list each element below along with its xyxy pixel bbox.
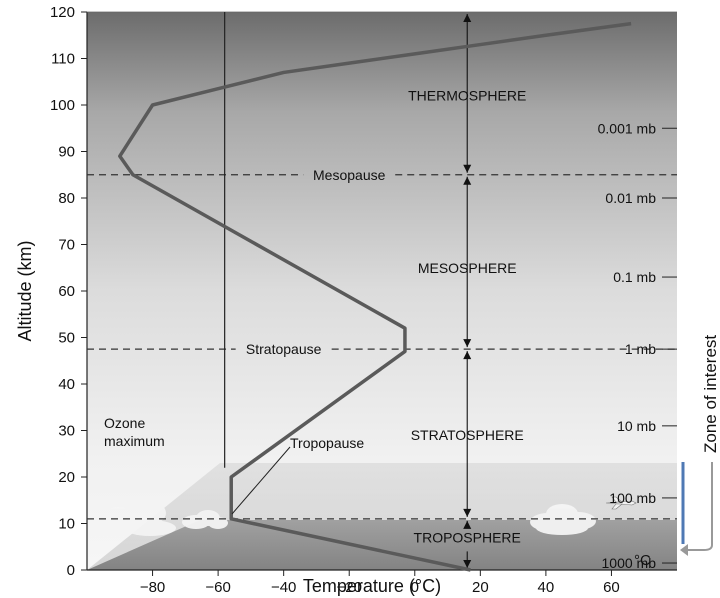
arrow-head: [463, 351, 472, 360]
boundary-label: Mesopause: [313, 167, 386, 183]
pressure-label: 1 mb: [625, 341, 656, 357]
layer-label: TROPOSPHERE: [414, 529, 521, 545]
airplane-icon: [605, 496, 637, 510]
tropopause-leader: [231, 446, 291, 515]
ozone-label-line1: Ozone: [104, 415, 145, 431]
temperature-profile-line: [118, 21, 632, 572]
y-tick-label: 10: [58, 516, 75, 533]
pressure-label: 100 mb: [609, 490, 656, 506]
y-tick-label: 0: [67, 562, 75, 579]
ground-wedge: [87, 520, 677, 570]
arrow-head: [463, 164, 472, 173]
x-tick-label: 0: [411, 579, 419, 596]
y-tick-label: 20: [58, 469, 75, 486]
arrow-head: [463, 14, 472, 22]
x-tick-label: −40: [271, 579, 296, 596]
boundary-label: Stratopause: [246, 341, 322, 357]
layer-arrows: [463, 14, 472, 568]
pressure-label: 0.01 mb: [605, 190, 656, 206]
x-tick-label: −20: [336, 579, 361, 596]
ozone-label-line2: maximum: [104, 433, 165, 449]
cloud-icon: [104, 501, 176, 536]
layer-label: THERMOSPHERE: [408, 88, 526, 104]
zone-bracket-arrow: [688, 462, 713, 551]
y-tick-label: 40: [58, 376, 75, 393]
y-tick-label: 30: [58, 423, 75, 440]
layer-label: STRATOSPHERE: [411, 427, 524, 443]
x-tick-label: −60: [205, 579, 230, 596]
y-tick-label: 70: [58, 237, 75, 254]
pressure-label: 1000 mb: [602, 555, 657, 571]
y-tick-label: 50: [58, 330, 75, 347]
y-tick-label: 100: [50, 97, 75, 114]
y-tick-label: 60: [58, 283, 75, 300]
arrow-head: [463, 339, 472, 348]
y-axis-title: Altitude (km): [15, 240, 35, 341]
layer-label: MESOSPHERE: [418, 260, 517, 276]
arrow-head: [463, 520, 472, 529]
x-tick-label: 40: [538, 579, 555, 596]
pressure-label: 0.001 mb: [598, 120, 657, 136]
pressure-label: 10 mb: [617, 418, 656, 434]
x-tick-label: 20: [472, 579, 489, 596]
arrow-head: [463, 508, 472, 517]
boundary-label: Tropopause: [290, 435, 364, 451]
arrow-head: [463, 176, 472, 185]
x-axis-title: Temperature (°C): [303, 576, 441, 596]
zone-bracket-arrow-head: [680, 544, 688, 556]
x-unit-label: °C: [634, 552, 651, 569]
pressure-label: 0.1 mb: [613, 269, 656, 285]
arrow-head: [463, 560, 472, 568]
y-tick-label: 80: [58, 190, 75, 207]
x-tick-label: −80: [140, 579, 165, 596]
x-tick-label: 60: [603, 579, 620, 596]
y-tick-label: 110: [51, 51, 75, 68]
y-tick-label: 120: [50, 4, 75, 21]
zone-of-interest-label: Zone of interest: [701, 335, 720, 453]
y-tick-label: 90: [58, 144, 75, 161]
